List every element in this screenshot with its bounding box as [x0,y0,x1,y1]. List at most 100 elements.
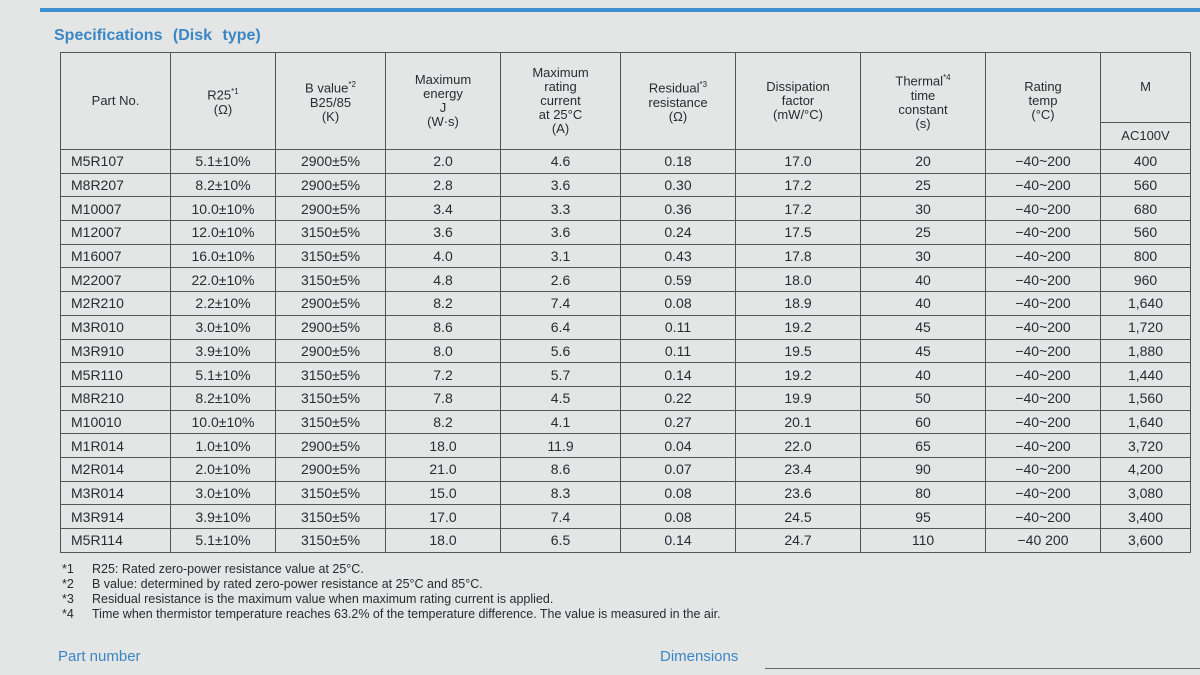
table-cell: 11.9 [500,433,621,458]
table-cell: 1.0±10% [170,433,276,458]
header-line: Rating [1024,79,1062,94]
table-cell: 3150±5% [275,385,386,411]
footnote-text: Time when thermistor temperature reaches… [92,607,721,621]
table-cell: 8.2 [385,409,501,435]
spec-table: Part No. R25*1 (Ω) B value*2 B25/85 (K) Maximu… [60,52,1191,553]
header-line: Maximum [532,65,589,80]
table-cell: −40~200 [985,314,1101,340]
table-cell: 60 [860,409,986,435]
footnote: *2 B value: determined by rated zero-powe… [62,577,721,592]
table-cell: 0.30 [620,172,736,198]
table-cell: M5R107 [60,149,171,174]
table-cell: 1,640 [1100,409,1191,435]
table-row: M12007 12.0±10% 3150±5% 3.6 3.6 0.24 17.5 25 −40… [60,220,1191,245]
table-cell: −40~200 [985,456,1101,482]
table-cell: 3,400 [1100,504,1191,529]
table-cell: 10.0±10% [170,409,276,435]
table-cell: 19.9 [735,385,861,411]
sub-header: AC100V [1100,121,1191,151]
header-line: factor [781,93,815,108]
table-cell: −40~200 [985,267,1101,293]
table-cell: 2.8 [385,172,501,198]
table-cell: 2.0 [385,149,501,174]
table-cell: 21.0 [385,456,501,482]
header-line: M [1140,79,1151,95]
table-cell: M22007 [60,267,171,293]
table-row: M3R010 3.0±10% 2900±5% 8.6 6.4 0.11 19.2 45 −40~… [60,314,1191,340]
table-cell: 3.3 [500,196,621,222]
table-cell: 7.4 [500,504,621,529]
table-cell: −40~200 [985,480,1101,506]
footnote-mark: *4 [62,607,74,621]
table-cell: 0.11 [620,338,736,364]
table-cell: 0.08 [620,291,736,316]
table-cell: 3.6 [500,172,621,198]
table-cell: 3150±5% [275,528,386,553]
table-cell: 45 [860,338,986,364]
table-cell: 0.43 [620,243,736,269]
table-cell: 0.11 [620,314,736,340]
header-line: (°C) [1031,107,1055,122]
table-cell: 2900±5% [275,172,386,198]
table-cell: 3,600 [1100,528,1191,553]
table-cell: M12007 [60,220,171,245]
header-line: Residual [648,80,700,96]
table-cell: 2.2±10% [170,291,276,316]
table-cell: 17.2 [735,196,861,222]
table-row: M3R914 3.9±10% 3150±5% 17.0 7.4 0.08 24.5 95 −40… [60,504,1191,529]
table-cell: 25 [860,220,986,245]
table-cell: M3R014 [60,480,171,506]
table-cell: 17.5 [735,220,861,245]
table-cell: 560 [1100,220,1191,245]
column-header: Residual*3 resistance (Ω) [620,52,736,150]
table-cell: 0.14 [620,528,736,553]
table-cell: M2R014 [60,456,171,482]
footnote-mark: *1 [62,562,74,576]
header-line: (A) [551,121,570,136]
table-cell: 25 [860,172,986,198]
table-cell: M2R210 [60,291,171,316]
table-cell: −40 200 [985,528,1101,553]
table-cell: 17.2 [735,172,861,198]
footnote-text: R25: Rated zero-power resistance value a… [92,562,364,576]
table-cell: 5.1±10% [170,149,276,174]
table-cell: 0.22 [620,385,736,411]
table-cell: 0.08 [620,480,736,506]
header-line: (mW/°C) [773,107,823,122]
table-cell: 20.1 [735,409,861,435]
table-row: M5R114 5.1±10% 3150±5% 18.0 6.5 0.14 24.7 110 −4… [60,528,1191,553]
table-cell: 2900±5% [275,149,386,174]
table-cell: 17.0 [735,149,861,174]
table-cell: 960 [1100,267,1191,293]
table-cell: −40~200 [985,338,1101,364]
footnote: *1 R25: Rated zero-power resistance value… [62,562,721,577]
table-cell: 680 [1100,196,1191,222]
table-cell: 5.1±10% [170,528,276,553]
header-line: (Ω) [213,101,233,117]
table-row: M10007 10.0±10% 2900±5% 3.4 3.3 0.36 17.2 30 −40… [60,196,1191,222]
table-row: M8R207 8.2±10% 2900±5% 2.8 3.6 0.30 17.2 25 −40~… [60,172,1191,198]
column-header: Maximum energy J (W·s) [385,52,501,150]
header-line: B value [305,80,349,96]
table-cell: −40~200 [985,149,1101,174]
table-cell: M10007 [60,196,171,222]
table-cell: 1,440 [1100,362,1191,387]
table-cell: 10.0±10% [170,196,276,222]
column-header: Maximum rating current at 25°C (A) [500,52,621,150]
header-line: (K) [321,108,340,124]
section-heading: Part number [58,648,141,665]
table-cell: −40~200 [985,220,1101,245]
table-cell: 8.2±10% [170,172,276,198]
table-cell: 3,080 [1100,480,1191,506]
header-line: B25/85 [309,94,352,110]
table-cell: M10010 [60,409,171,435]
table-cell: 4.1 [500,409,621,435]
table-row: M22007 22.0±10% 3150±5% 4.8 2.6 0.59 18.0 40 −40… [60,267,1191,293]
table-cell: 3150±5% [275,362,386,387]
column-header: M [1100,52,1191,123]
table-cell: M16007 [60,243,171,269]
footnote-text: Residual resistance is the maximum value… [92,592,554,606]
table-cell: −40~200 [985,409,1101,435]
footnote: *4 Time when thermistor temperature reach… [62,607,721,622]
